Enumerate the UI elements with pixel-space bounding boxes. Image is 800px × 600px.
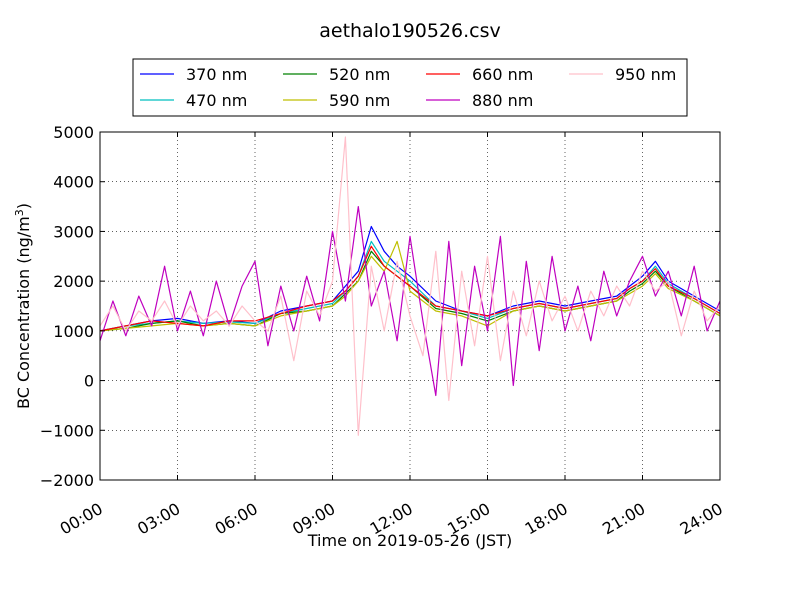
y-axis-label: BC Concentration (ng/m3) (13, 203, 33, 409)
y-axis-label-close: ) (14, 203, 33, 209)
y-axis-label-main: BC Concentration (ng/m (14, 216, 33, 409)
y-axis-label-superscript: 3 (13, 209, 26, 216)
legend-label: 950 nm (615, 65, 676, 84)
legend-label: 370 nm (186, 65, 247, 84)
x-axis-label: Time on 2019-05-26 (JST) (307, 531, 512, 550)
y-tick-label: 3000 (53, 222, 94, 241)
legend-label: 520 nm (329, 65, 390, 84)
y-tick-label: −1000 (40, 421, 94, 440)
series-line-880-nm (99, 206, 721, 397)
y-tick-label: 1000 (53, 322, 94, 341)
series-line-950-nm (99, 136, 721, 436)
series-lines (99, 136, 721, 436)
y-tick-label: 4000 (53, 173, 94, 192)
legend-label: 470 nm (186, 91, 247, 110)
grid (100, 132, 720, 480)
y-axis: −2000 −1000 0 1000 2000 3000 4000 5000 (40, 123, 720, 490)
y-tick-label: 0 (84, 372, 94, 391)
legend-label: 660 nm (472, 65, 533, 84)
chart-title: aethalo190526.csv (319, 20, 501, 42)
series-line-590-nm (99, 240, 721, 332)
legend: 370 nm 470 nm 520 nm 590 nm 660 nm 880 nm 950 … (132, 58, 688, 117)
y-tick-label: 5000 (53, 123, 94, 142)
y-tick-label: −2000 (40, 471, 94, 490)
legend-box (132, 58, 688, 117)
legend-entries: 370 nm 470 nm 520 nm 590 nm 660 nm 880 nm 950 … (140, 65, 676, 110)
y-tick-label: 2000 (53, 272, 94, 291)
legend-label: 590 nm (329, 91, 390, 110)
legend-label: 880 nm (472, 91, 533, 110)
